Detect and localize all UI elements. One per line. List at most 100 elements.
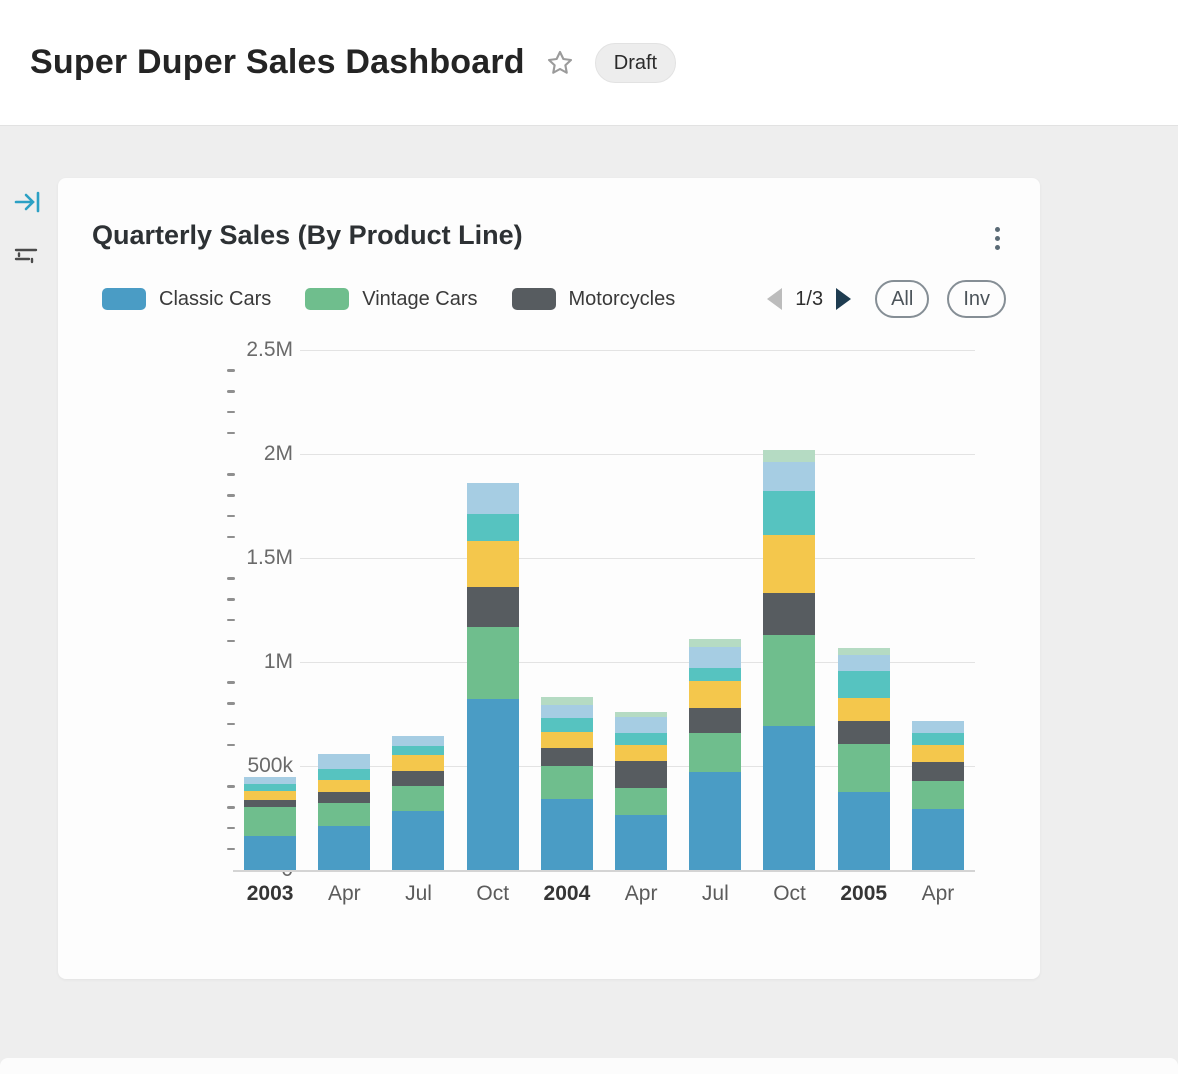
all-button[interactable]: All: [875, 280, 930, 318]
bar-segment-unlabeled-light-blue-[interactable]: [466, 483, 519, 515]
collapse-panel-icon[interactable]: [14, 190, 46, 219]
bar-segment-unlabeled-yellow-[interactable]: [615, 745, 668, 761]
x-axis-label: Apr: [624, 882, 658, 905]
bar-segment-vintage-cars[interactable]: [763, 634, 816, 727]
bar-segment-vintage-cars[interactable]: [689, 732, 742, 773]
y-axis-minor-tick: [227, 535, 235, 539]
y-axis-minor-tick: [227, 431, 235, 435]
bar-segment-unlabeled-teal-[interactable]: [244, 783, 297, 791]
bar-segment-classic-cars[interactable]: [763, 726, 816, 870]
bar-segment-unlabeled-yellow-[interactable]: [244, 790, 297, 801]
bar-segment-unlabeled-light-blue-[interactable]: [689, 647, 742, 669]
bar-segment-motorcycles[interactable]: [392, 771, 445, 786]
y-axis-minor-tick: [227, 618, 235, 622]
bar-segment-unlabeled-light-green-[interactable]: [763, 449, 816, 463]
bar-apr-1[interactable]: [318, 753, 371, 870]
bar-segment-unlabeled-teal-[interactable]: [763, 491, 816, 536]
bar-segment-unlabeled-teal-[interactable]: [318, 769, 371, 780]
bar-segment-vintage-cars[interactable]: [466, 626, 519, 700]
y-axis-minor-tick: [227, 681, 235, 684]
bar-segment-unlabeled-light-blue-[interactable]: [911, 721, 964, 733]
bar-segment-unlabeled-teal-[interactable]: [689, 668, 742, 681]
legend-prev-icon[interactable]: [767, 288, 783, 310]
bar-segment-motorcycles[interactable]: [837, 721, 890, 745]
bar-segment-classic-cars[interactable]: [689, 772, 742, 870]
bar-segment-classic-cars[interactable]: [392, 810, 445, 870]
bar-segment-unlabeled-light-green-[interactable]: [837, 647, 890, 655]
bar-segment-classic-cars[interactable]: [244, 835, 297, 870]
bar-segment-unlabeled-yellow-[interactable]: [466, 541, 519, 588]
bar-segment-motorcycles[interactable]: [911, 761, 964, 781]
bar-oct-7[interactable]: [763, 449, 816, 870]
bar-segment-vintage-cars[interactable]: [837, 744, 890, 792]
bar-segment-unlabeled-teal-[interactable]: [837, 671, 890, 699]
bar-segment-motorcycles[interactable]: [244, 800, 297, 807]
legend-item-classic-cars[interactable]: Classic Cars: [102, 288, 271, 311]
bar-segment-motorcycles[interactable]: [763, 593, 816, 635]
bar-segment-unlabeled-teal-[interactable]: [392, 746, 445, 755]
bar-segment-unlabeled-light-blue-[interactable]: [318, 753, 371, 770]
bar-2004-4[interactable]: [540, 697, 593, 870]
bar-2005-8[interactable]: [837, 647, 890, 870]
bar-2003-0[interactable]: [244, 777, 297, 870]
bar-apr-9[interactable]: [911, 721, 964, 870]
y-axis-minor-ticks: [227, 350, 235, 870]
kebab-menu-icon[interactable]: [986, 222, 1008, 254]
bar-segment-unlabeled-yellow-[interactable]: [392, 754, 445, 772]
legend-item-motorcycles[interactable]: Motorcycles: [511, 288, 675, 311]
bar-segment-unlabeled-light-blue-[interactable]: [540, 704, 593, 719]
bar-segment-unlabeled-light-blue-[interactable]: [763, 462, 816, 492]
chart-plot: [233, 349, 975, 872]
bar-segment-classic-cars[interactable]: [911, 808, 964, 870]
bar-segment-classic-cars[interactable]: [318, 826, 371, 870]
bar-segment-unlabeled-yellow-[interactable]: [763, 535, 816, 594]
bar-segment-unlabeled-teal-[interactable]: [615, 732, 668, 746]
chart-widget: Quarterly Sales (By Product Line) Classi…: [58, 178, 1040, 979]
bar-segment-vintage-cars[interactable]: [318, 803, 371, 827]
x-axis: 2003 Apr Jul Oct 2004 Apr Jul Oct 2005 Apr: [233, 882, 975, 906]
bar-segment-unlabeled-teal-[interactable]: [540, 718, 593, 732]
bar-segment-motorcycles[interactable]: [615, 760, 668, 788]
bar-segment-unlabeled-yellow-[interactable]: [318, 779, 371, 793]
bar-segment-unlabeled-yellow-[interactable]: [837, 698, 890, 722]
gridline: [300, 453, 975, 455]
bar-segment-unlabeled-light-green-[interactable]: [615, 711, 668, 718]
bar-jul-2[interactable]: [392, 735, 445, 870]
page-title: Super Duper Sales Dashboard: [30, 43, 525, 81]
bar-segment-unlabeled-teal-[interactable]: [466, 514, 519, 542]
x-axis-label: Jul: [405, 882, 432, 905]
inv-button[interactable]: Inv: [947, 280, 1006, 318]
legend-next-icon[interactable]: [836, 288, 852, 310]
bar-segment-unlabeled-yellow-[interactable]: [911, 745, 964, 762]
bar-segment-unlabeled-light-blue-[interactable]: [244, 777, 297, 784]
bar-segment-vintage-cars[interactable]: [392, 785, 445, 811]
bar-oct-3[interactable]: [466, 483, 519, 870]
bar-jul-6[interactable]: [689, 639, 742, 870]
bar-segment-unlabeled-yellow-[interactable]: [540, 731, 593, 749]
bar-segment-unlabeled-yellow-[interactable]: [689, 680, 742, 708]
bar-segment-unlabeled-light-blue-[interactable]: [392, 735, 445, 747]
bar-segment-classic-cars[interactable]: [615, 814, 668, 870]
gridline: [300, 557, 975, 559]
bar-segment-vintage-cars[interactable]: [615, 787, 668, 815]
bar-segment-vintage-cars[interactable]: [911, 780, 964, 809]
bar-segment-motorcycles[interactable]: [689, 707, 742, 733]
bar-segment-classic-cars[interactable]: [540, 799, 593, 870]
bar-segment-unlabeled-light-green-[interactable]: [540, 697, 593, 705]
bar-segment-unlabeled-teal-[interactable]: [911, 732, 964, 746]
bar-segment-unlabeled-light-blue-[interactable]: [837, 654, 890, 672]
bar-segment-motorcycles[interactable]: [318, 792, 371, 804]
bar-segment-vintage-cars[interactable]: [244, 806, 297, 836]
bar-segment-unlabeled-light-blue-[interactable]: [615, 717, 668, 733]
y-axis-minor-tick: [227, 826, 235, 830]
bar-segment-vintage-cars[interactable]: [540, 766, 593, 800]
bar-segment-unlabeled-light-green-[interactable]: [689, 639, 742, 648]
bar-segment-classic-cars[interactable]: [466, 699, 519, 870]
star-icon[interactable]: [545, 48, 575, 78]
bar-segment-motorcycles[interactable]: [466, 587, 519, 627]
bar-apr-5[interactable]: [615, 711, 668, 870]
filter-icon[interactable]: [14, 245, 46, 272]
bar-segment-motorcycles[interactable]: [540, 748, 593, 767]
legend-item-vintage-cars[interactable]: Vintage Cars: [305, 288, 478, 311]
bar-segment-classic-cars[interactable]: [837, 792, 890, 870]
